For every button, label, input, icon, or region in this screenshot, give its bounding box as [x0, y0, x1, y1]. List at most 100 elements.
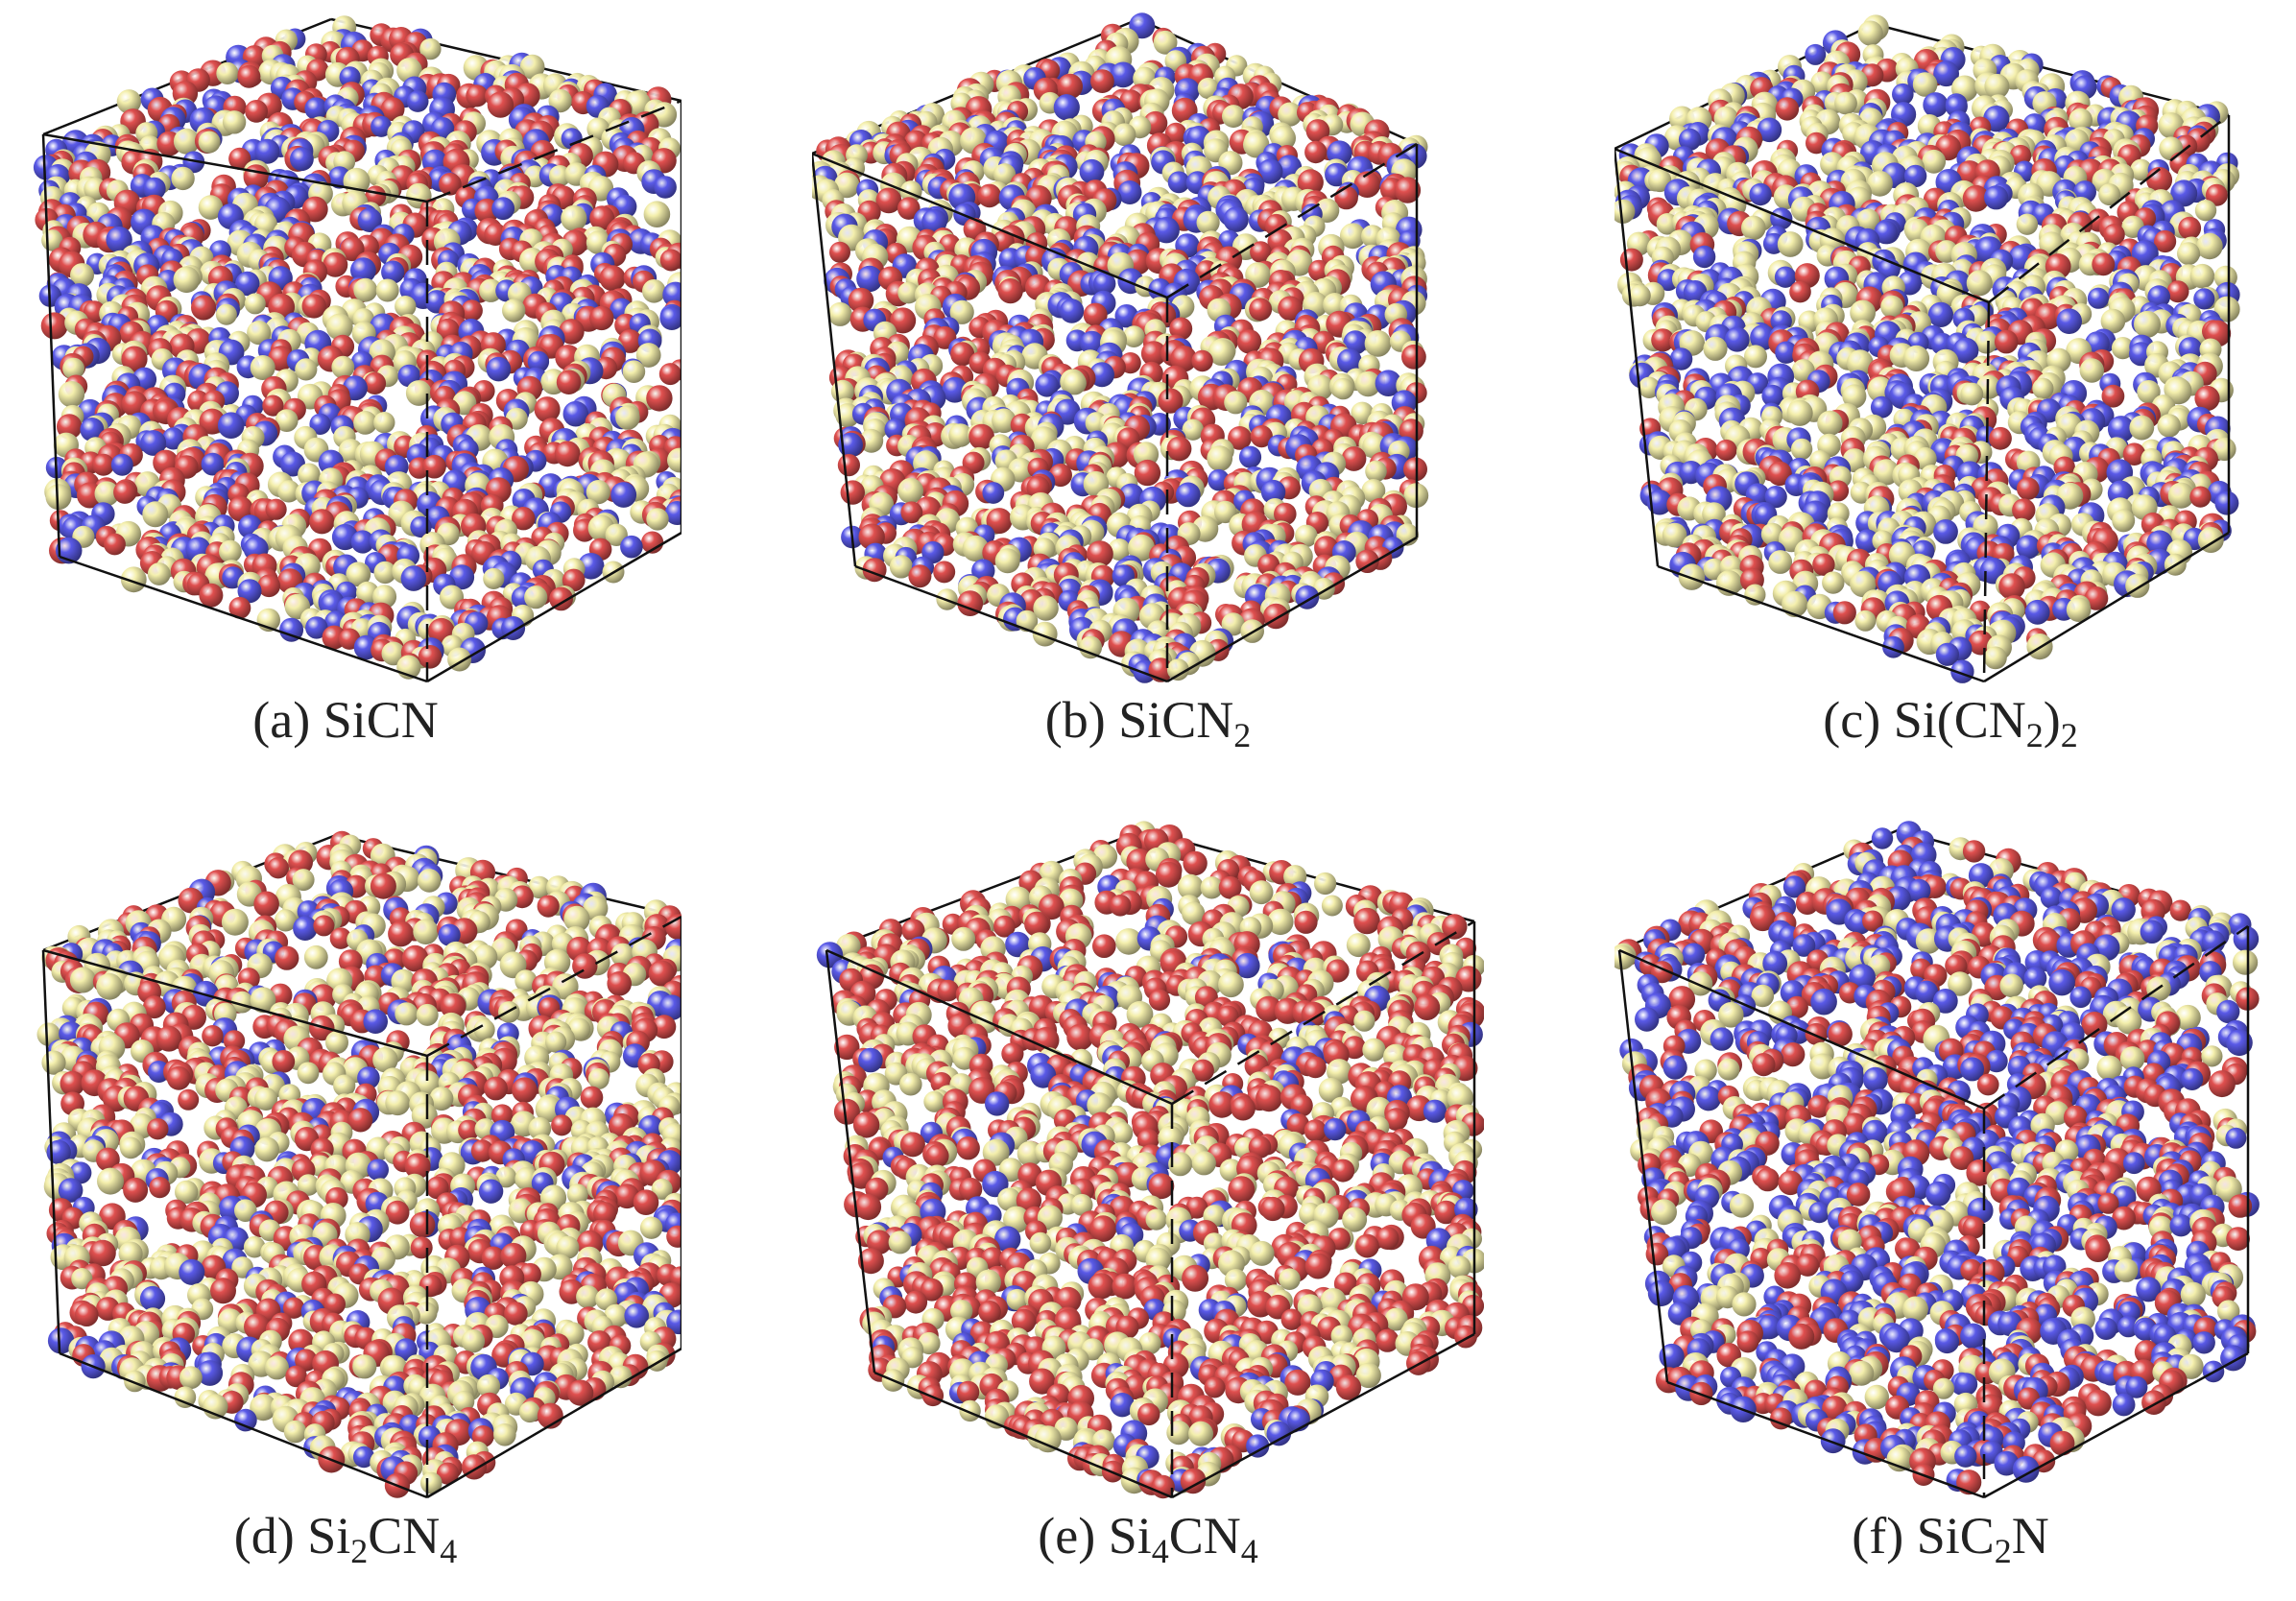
atom-red [1090, 69, 1114, 93]
atom-red [1236, 329, 1262, 354]
atom-cream [325, 313, 353, 341]
atom-blue [1933, 519, 1958, 544]
caption-prefix-a: (a) [252, 691, 323, 749]
atom-cream [1846, 349, 1874, 377]
box-edge-front-top [42, 132, 428, 203]
atom-red [1166, 436, 1192, 462]
atom-blue [1870, 395, 1893, 418]
formula-part-c-1: ) [2043, 691, 2061, 749]
atom-red [2101, 384, 2125, 408]
atom-blue [1770, 207, 1793, 230]
atom-cream [1364, 330, 1392, 357]
atom-red [2092, 252, 2116, 276]
atom-cream [1243, 131, 1270, 158]
atom-cream [1703, 336, 1728, 361]
atom-cream [994, 548, 1020, 574]
box-edge-bottom [854, 564, 1168, 683]
atom-red [2103, 224, 2125, 246]
atom-blue [1175, 482, 1201, 508]
atom-blue [654, 176, 677, 199]
atom-cream [635, 343, 661, 368]
atom-red [840, 480, 865, 505]
atom-cream [646, 508, 669, 531]
atom-blue [2131, 240, 2159, 268]
atom-cream [353, 411, 377, 435]
atom-red [897, 197, 921, 220]
atom-cream [827, 301, 852, 326]
atom-cream [373, 412, 395, 434]
atom-cream [610, 943, 635, 968]
atom-red [1274, 502, 1297, 526]
atom-cream [1128, 534, 1155, 562]
atom-cream [1834, 91, 1857, 115]
atom-blue [350, 257, 376, 283]
atom-blue [80, 418, 105, 442]
atom-red [228, 147, 251, 170]
atom-blue [527, 350, 550, 373]
atom-red [900, 501, 923, 524]
atom-cream [889, 555, 913, 579]
atom-cream [1960, 382, 1984, 406]
atom-blue [884, 418, 907, 441]
atom-cream [1245, 262, 1271, 288]
atom-red [142, 995, 166, 1019]
atom-cream [147, 562, 171, 585]
atom-cream [1741, 215, 1766, 241]
atom-cream [116, 89, 142, 114]
atom-blue [1153, 217, 1180, 244]
atom-cream [586, 479, 610, 505]
atom-cream [244, 293, 266, 315]
atom-cream [142, 501, 169, 528]
atom-cream [250, 987, 276, 1014]
atom-cream [1079, 635, 1103, 659]
atom-cream [622, 360, 646, 384]
atom-cream [502, 299, 526, 323]
atom-cream [295, 358, 318, 381]
atom-cream [1817, 410, 1843, 437]
atom-blue [1761, 384, 1784, 407]
atom-cream [1133, 442, 1160, 467]
atom-blue [1950, 659, 1974, 683]
atom-cream [2016, 213, 2039, 235]
atom-blue [2214, 490, 2239, 515]
cube-render-b [812, 12, 1429, 683]
atom-cream [62, 357, 84, 380]
atom-blue [1935, 642, 1959, 666]
atom-red [1619, 248, 1643, 272]
atom-blue [1110, 61, 1136, 88]
atom-cream [2194, 200, 2217, 222]
atom-cream [2130, 158, 2152, 181]
atom-blue [2016, 535, 2041, 560]
atom-red [1140, 341, 1167, 367]
atom-blue [1933, 60, 1959, 87]
atom-cream [215, 303, 237, 325]
atom-red [641, 531, 664, 554]
atom-cream [94, 481, 120, 507]
atom-cream [1678, 563, 1706, 590]
atom-cream [274, 909, 298, 932]
atom-cream [1974, 330, 1998, 354]
atom-blue [449, 564, 475, 590]
atom-cream [395, 1002, 419, 1026]
atom-blue [1775, 341, 1798, 364]
atom-red [556, 370, 582, 395]
atom-red [1314, 536, 1339, 561]
atom-blue [140, 430, 167, 456]
caption-prefix-b: (b) [1044, 691, 1119, 749]
atom-blue [1337, 348, 1362, 373]
atom-red [977, 183, 1002, 208]
atom-red [589, 305, 614, 331]
atom-red [1083, 302, 1108, 327]
atom-red [155, 1025, 182, 1052]
atom-cream [897, 477, 923, 504]
atom-blue [1927, 301, 1953, 327]
atom-cream [642, 279, 666, 303]
atom-blue [856, 265, 883, 293]
atom-blue [357, 207, 382, 232]
atom-cream [2079, 358, 2104, 383]
atom-cream [519, 54, 545, 80]
atom-cream [2213, 296, 2240, 323]
atom-red [1297, 169, 1324, 196]
atom-red [275, 945, 299, 970]
atom-red [1304, 140, 1327, 164]
